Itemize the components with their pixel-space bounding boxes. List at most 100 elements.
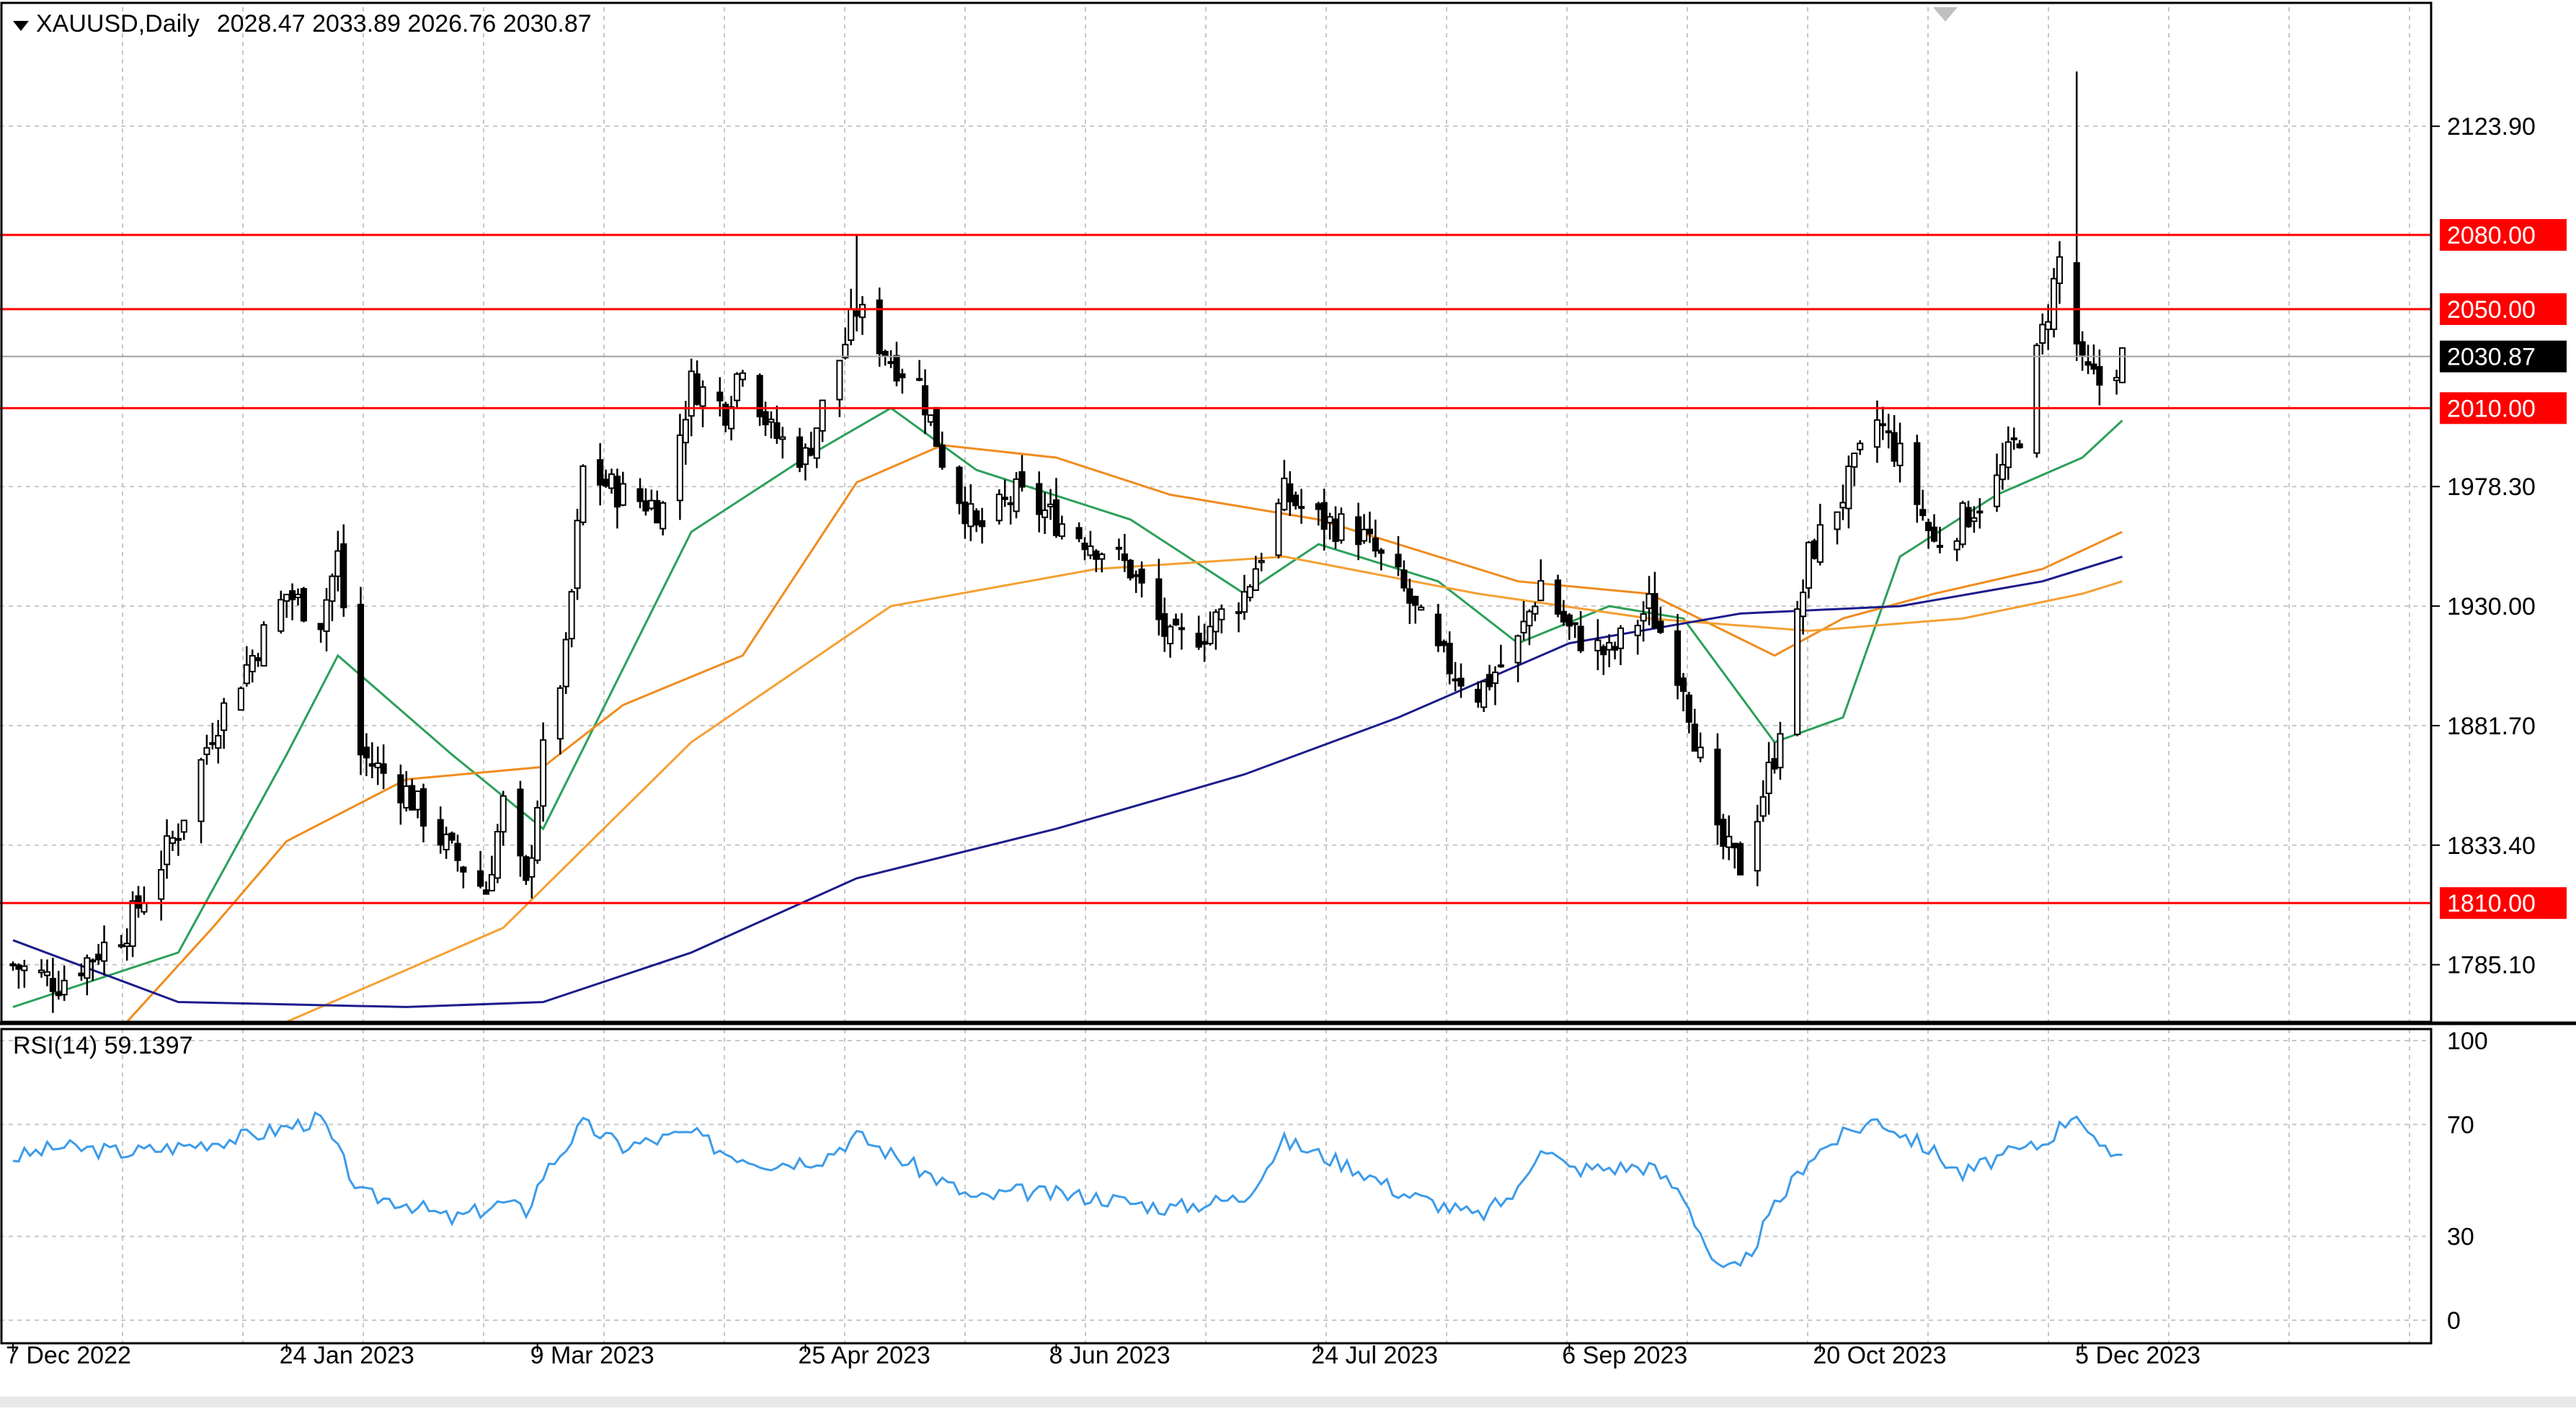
candle-body [1617, 627, 1625, 649]
candle-body [676, 434, 683, 502]
candle-body [1565, 614, 1573, 627]
candle-body [819, 399, 826, 432]
candle-body [1418, 606, 1425, 611]
level-tag [2440, 887, 2567, 920]
candle-body [1560, 610, 1567, 623]
candle-body [562, 638, 569, 687]
candle-body [49, 978, 56, 992]
x-tick-label: 7 Dec 2022 [6, 1342, 131, 1369]
candle-body [762, 411, 769, 426]
candle-body [2073, 262, 2080, 344]
candle-body [1400, 569, 1408, 589]
candle-body [921, 385, 929, 416]
candle-body [221, 702, 228, 731]
candle-body [1919, 509, 1927, 517]
candle-body [636, 488, 644, 502]
candle-body [1127, 559, 1134, 579]
candle-body [1058, 523, 1065, 538]
dropdown-triangle-icon[interactable] [13, 20, 29, 31]
level-tag [2440, 218, 2567, 251]
x-tick-label: 8 Jun 2023 [1049, 1342, 1170, 1369]
candle-body [460, 866, 467, 873]
candle-body [89, 959, 97, 963]
candle-body [1320, 502, 1328, 530]
candle-body [699, 386, 706, 407]
candle-body [887, 361, 894, 365]
candle-body [1554, 579, 1562, 615]
candle-body [556, 687, 564, 740]
candle-body [488, 873, 495, 891]
candle-body [682, 419, 689, 444]
candle-body [1651, 593, 1658, 629]
candle-body [1845, 466, 1852, 509]
candle-body [1925, 522, 1932, 532]
candle-body [2045, 321, 2052, 331]
candle-body [1816, 524, 1824, 563]
x-tick-label: 25 Apr 2023 [798, 1342, 930, 1369]
candle-body [340, 543, 347, 609]
candle-body [1520, 620, 1527, 633]
level-tag-label: 2080.00 [2447, 222, 2536, 249]
candle-body [608, 473, 616, 489]
candle-body [1930, 526, 1938, 542]
candle-body [848, 308, 855, 342]
candle-body [2084, 361, 2092, 366]
candle-body [1491, 671, 1499, 684]
candle-body [2113, 377, 2120, 381]
candle-body [893, 355, 900, 382]
candle-body [1047, 503, 1054, 508]
candle-body [1360, 528, 1368, 542]
candle-body [1258, 560, 1265, 564]
rsi-indicator [12, 1111, 2123, 1269]
candle-body [933, 406, 940, 448]
candle-body [1497, 664, 1504, 668]
candle-body [881, 350, 889, 357]
candle-body [876, 299, 883, 355]
candle-body [1839, 502, 1847, 509]
candle-body [84, 957, 91, 979]
candle-body [2096, 365, 2103, 386]
candle-body [243, 664, 250, 685]
moving-average-line [126, 444, 2123, 1022]
candle-body [409, 785, 416, 811]
bottom-scrollbar[interactable] [0, 1397, 2576, 1407]
candle-body [1526, 610, 1533, 627]
candle-body [1355, 516, 1362, 546]
shift-marker-icon [1933, 7, 1958, 22]
level-tag-label: 2010.00 [2447, 395, 2536, 422]
candle-body [215, 734, 222, 749]
candle-body [1292, 494, 1300, 507]
candle-body [995, 494, 1003, 522]
candle-body [739, 372, 746, 380]
candle-body [773, 422, 781, 440]
candle-body [1754, 821, 1761, 872]
candle-body [129, 900, 136, 947]
candle-body [642, 500, 649, 512]
candle-body [1794, 608, 1801, 736]
candle-body [414, 790, 422, 811]
candle-body [1811, 540, 1818, 559]
candle-body [1731, 842, 1738, 849]
candle-body [174, 837, 182, 841]
candle-body [1606, 641, 1613, 651]
candle-body [78, 972, 85, 976]
level-tag-label: 1810.00 [2447, 890, 2536, 917]
candle-body [1218, 608, 1225, 620]
x-tick-label: 6 Sep 2023 [1562, 1342, 1687, 1369]
candle-body [956, 466, 963, 504]
candle-body [289, 590, 296, 600]
candle-body [768, 418, 775, 423]
candle-body [1235, 611, 1243, 615]
candle-body [1679, 677, 1687, 693]
candle-body [254, 657, 262, 662]
candle-body [1093, 550, 1100, 560]
candle-body [1891, 432, 1898, 462]
candle-body [368, 763, 376, 767]
candle-body [574, 520, 581, 589]
candle-body [716, 391, 724, 402]
candle-body [1212, 611, 1220, 633]
candle-body [1879, 423, 1886, 427]
candle-body [1486, 674, 1493, 687]
candle-body [1600, 646, 1607, 656]
candle-body [693, 373, 701, 405]
